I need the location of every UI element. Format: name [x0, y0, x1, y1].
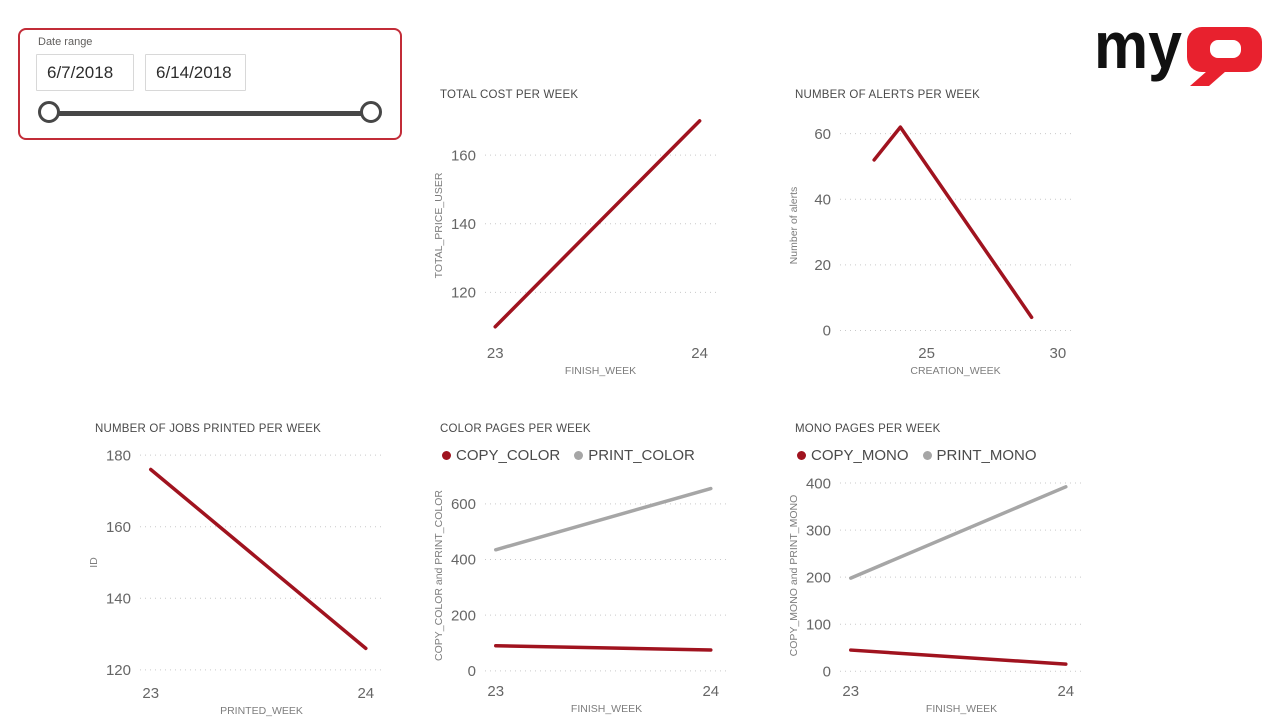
slider-track[interactable] [49, 111, 371, 116]
y-axis-title: COPY_COLOR and PRINT_COLOR [433, 490, 445, 661]
y-tick-label: 300 [806, 522, 831, 539]
chart-color-pages-per-week: COLOR PAGES PER WEEK COPY_COLOR PRINT_COL… [430, 417, 744, 717]
x-tick-label: 23 [142, 685, 159, 702]
y-axis-title: Number of alerts [788, 187, 800, 265]
x-axis-title: PRINTED_WEEK [220, 705, 303, 717]
chart-total-cost-per-week: TOTAL COST PER WEEK 120 140 160 23 24 FINISH_… [430, 83, 732, 379]
x-tick-label: 24 [1057, 683, 1074, 700]
legend-label: PRINT_MONO [936, 446, 1037, 464]
x-tick-label: 23 [842, 683, 859, 700]
legend-item-print_color[interactable]: PRINT_COLOR [574, 447, 695, 464]
chart-title: NUMBER OF ALERTS PER WEEK [795, 89, 980, 101]
y-tick-label: 0 [823, 323, 831, 340]
legend-dot-icon [574, 450, 584, 460]
y-tick-label: 100 [806, 616, 831, 633]
chart-title: COLOR PAGES PER WEEK [440, 423, 591, 435]
chart-title: NUMBER OF JOBS PRINTED PER WEEK [95, 423, 322, 435]
x-tick-label: 25 [918, 345, 935, 362]
x-tick-label: 24 [702, 683, 719, 700]
y-tick-label: 160 [451, 147, 476, 164]
series-line-copy_mono[interactable] [849, 648, 1068, 666]
y-tick-label: 0 [468, 663, 476, 680]
slider-handle-start[interactable] [38, 101, 60, 123]
y-axis-title: TOTAL_PRICE_USER [433, 172, 445, 278]
series-line-print_color[interactable] [494, 486, 713, 552]
end-date-input[interactable] [145, 54, 246, 91]
logo-q-icon [1187, 27, 1262, 86]
legend-label: COPY_MONO [811, 446, 909, 464]
series-line-id[interactable] [149, 467, 368, 651]
legend-label: COPY_COLOR [456, 446, 561, 464]
x-tick-label: 24 [357, 685, 374, 702]
y-tick-label: 20 [814, 257, 831, 274]
legend-item-copy_color[interactable]: COPY_COLOR [442, 447, 560, 464]
y-tick-label: 400 [451, 552, 476, 569]
y-tick-label: 180 [106, 447, 131, 464]
y-tick-label: 160 [106, 519, 131, 536]
x-tick-label: 30 [1050, 345, 1067, 362]
date-range-slicer: Date range [18, 28, 402, 140]
x-tick-label: 23 [487, 345, 504, 362]
chart-number-of-alerts-per-week: NUMBER OF ALERTS PER WEEK 0 20 40 60 25 30 CRE… [785, 83, 1087, 379]
legend-label: PRINT_COLOR [588, 446, 695, 464]
line-chart-canvas[interactable]: 120 140 160 23 24 FINISH_WEEK TOTAL_PRICE_USER [430, 102, 732, 379]
x-tick-label: 24 [691, 345, 708, 362]
y-tick-label: 0 [823, 663, 831, 680]
x-axis-title: FINISH_WEEK [926, 703, 997, 715]
series-line-copy_color[interactable] [494, 644, 713, 652]
chart-legend: COPY_COLOR PRINT_COLOR [430, 436, 744, 464]
y-tick-label: 200 [806, 569, 831, 586]
legend-dot-icon [922, 450, 932, 460]
series-line-total_price_user[interactable] [493, 119, 702, 329]
start-date-input[interactable] [36, 54, 134, 91]
y-tick-label: 140 [106, 591, 131, 608]
chart-title: TOTAL COST PER WEEK [440, 89, 579, 101]
x-axis-title: FINISH_WEEK [571, 703, 642, 715]
logo-word: my [1094, 22, 1182, 82]
myq-logo: my [1094, 22, 1262, 86]
chart-title: MONO PAGES PER WEEK [795, 423, 941, 435]
x-axis-title: CREATION_WEEK [910, 365, 1000, 377]
y-tick-label: 40 [814, 192, 831, 209]
date-range-slider [38, 100, 382, 126]
date-range-label: Date range [38, 36, 93, 48]
chart-legend: COPY_MONO PRINT_MONO [785, 436, 1099, 464]
y-tick-label: 400 [806, 475, 831, 492]
y-tick-label: 200 [451, 607, 476, 624]
y-axis-title: ID [88, 557, 100, 568]
slider-handle-end[interactable] [360, 101, 382, 123]
line-chart-canvas[interactable]: 0 200 400 600 23 24 FINISH_WEEK COPY_COLOR and … [430, 464, 744, 717]
line-chart-canvas[interactable]: 120 140 160 180 23 24 PRINTED_WEEK ID [85, 436, 399, 719]
y-tick-label: 60 [814, 126, 831, 143]
legend-dot-icon [442, 450, 451, 460]
chart-mono-pages-per-week: MONO PAGES PER WEEK COPY_MONO PRINT_MONO … [785, 417, 1099, 717]
y-tick-label: 140 [451, 216, 476, 233]
legend-dot-icon [797, 450, 806, 460]
line-chart-canvas[interactable]: 0 100 200 300 400 23 24 FINISH_WEEK COPY_MONO an… [785, 464, 1099, 717]
date-inputs-row [36, 54, 384, 91]
legend-item-copy_mono[interactable]: COPY_MONO [797, 447, 909, 464]
series-line-number-of-alerts[interactable] [872, 125, 1034, 320]
y-tick-label: 120 [106, 662, 131, 679]
x-tick-label: 23 [487, 683, 504, 700]
line-chart-canvas[interactable]: 0 20 40 60 25 30 CREATION_WEEK Number of alerts [785, 102, 1087, 379]
y-tick-label: 600 [451, 496, 476, 513]
y-axis-title: COPY_MONO and PRINT_MONO [788, 495, 800, 657]
series-line-print_mono[interactable] [849, 485, 1068, 580]
legend-item-print_mono[interactable]: PRINT_MONO [922, 446, 1037, 464]
x-axis-title: FINISH_WEEK [565, 365, 636, 377]
chart-number-of-jobs-printed-per-week: NUMBER OF JOBS PRINTED PER WEEK 120 140 16… [85, 417, 399, 719]
y-tick-label: 120 [451, 285, 476, 302]
